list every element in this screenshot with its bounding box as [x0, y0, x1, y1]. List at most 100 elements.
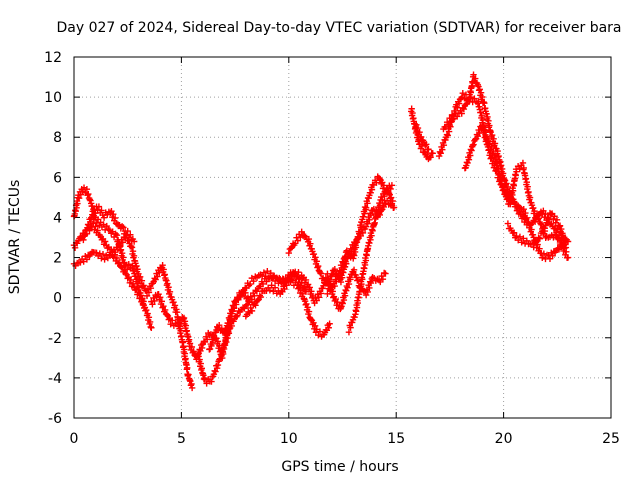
- data-point: [326, 278, 334, 285]
- data-point: [113, 231, 121, 239]
- data-point: [113, 254, 121, 262]
- data-point: [127, 231, 134, 238]
- data-point: [126, 279, 134, 287]
- data-point: [313, 326, 320, 333]
- data-point: [540, 207, 547, 215]
- data-point: [156, 294, 164, 301]
- series-arc-16: [461, 122, 572, 245]
- data-point: [343, 260, 350, 267]
- series-arc-13: [412, 121, 432, 153]
- data-point: [85, 221, 93, 229]
- data-point: [528, 226, 535, 233]
- data-point: [340, 259, 347, 267]
- data-point: [366, 284, 373, 292]
- data-point: [537, 220, 544, 227]
- data-point: [260, 269, 268, 276]
- data-point: [99, 250, 107, 258]
- data-point: [312, 254, 319, 261]
- data-point: [214, 361, 222, 369]
- data-point: [427, 154, 434, 161]
- data-point: [542, 210, 549, 218]
- data-point: [485, 117, 492, 125]
- data-point: [387, 185, 394, 193]
- data-point: [390, 204, 398, 211]
- data-point: [234, 312, 241, 319]
- data-point: [165, 316, 173, 323]
- data-point: [135, 288, 142, 296]
- data-point: [104, 254, 112, 262]
- data-point: [182, 322, 190, 329]
- data-point: [302, 276, 310, 284]
- data-point: [158, 298, 165, 305]
- data-point: [229, 302, 237, 309]
- data-point: [246, 280, 254, 288]
- data-point: [539, 230, 547, 237]
- data-point: [454, 104, 461, 111]
- data-point: [479, 116, 487, 124]
- data-point: [481, 99, 488, 107]
- data-point: [345, 280, 353, 288]
- data-point: [86, 196, 93, 203]
- data-point: [115, 259, 123, 266]
- data-point: [367, 211, 375, 219]
- data-point: [317, 290, 325, 297]
- data-point: [429, 150, 436, 157]
- data-point: [515, 237, 522, 244]
- data-point: [409, 109, 416, 117]
- data-point: [306, 284, 313, 291]
- data-point: [331, 282, 338, 290]
- data-point: [339, 300, 346, 307]
- data-point: [188, 384, 196, 392]
- data-point: [539, 254, 546, 261]
- data-point: [493, 167, 500, 174]
- data-point: [245, 308, 252, 316]
- data-point: [470, 71, 477, 78]
- data-point: [171, 302, 179, 309]
- data-point: [143, 292, 151, 300]
- data-point: [120, 254, 127, 261]
- x-tick-label: 5: [177, 431, 186, 447]
- data-point: [185, 336, 193, 343]
- chart-title: Day 027 of 2024, Sidereal Day-to-day VTE…: [56, 20, 621, 36]
- data-point: [127, 242, 135, 250]
- data-point: [98, 255, 105, 262]
- data-point: [89, 211, 96, 218]
- data-point: [310, 250, 318, 258]
- data-point: [375, 206, 383, 214]
- data-point: [133, 262, 140, 270]
- data-point: [110, 210, 117, 218]
- data-point: [122, 270, 129, 277]
- data-point: [461, 95, 468, 102]
- data-point: [112, 248, 119, 256]
- data-point: [122, 262, 129, 269]
- data-point: [357, 284, 364, 292]
- data-point: [250, 277, 257, 285]
- data-point: [532, 216, 540, 223]
- y-tick-label: 2: [53, 251, 62, 267]
- data-point: [212, 368, 219, 375]
- data-point: [362, 204, 370, 212]
- data-point: [121, 266, 128, 274]
- data-point: [123, 232, 131, 239]
- data-point: [98, 236, 106, 244]
- data-point: [518, 239, 525, 246]
- data-point: [519, 159, 527, 167]
- data-point: [198, 344, 206, 352]
- data-point: [117, 243, 124, 250]
- data-point: [423, 141, 430, 148]
- data-point: [328, 284, 335, 291]
- data-point: [101, 256, 108, 263]
- data-point: [252, 302, 259, 309]
- data-point: [216, 356, 223, 363]
- data-point: [211, 334, 218, 341]
- data-point: [95, 203, 103, 210]
- data-point: [209, 338, 217, 346]
- data-point: [242, 302, 250, 310]
- y-tick-label: -6: [48, 411, 62, 427]
- data-point: [500, 186, 507, 193]
- grid-lines: [74, 57, 611, 418]
- data-point: [367, 279, 375, 287]
- data-point: [524, 183, 531, 190]
- data-point: [439, 146, 446, 153]
